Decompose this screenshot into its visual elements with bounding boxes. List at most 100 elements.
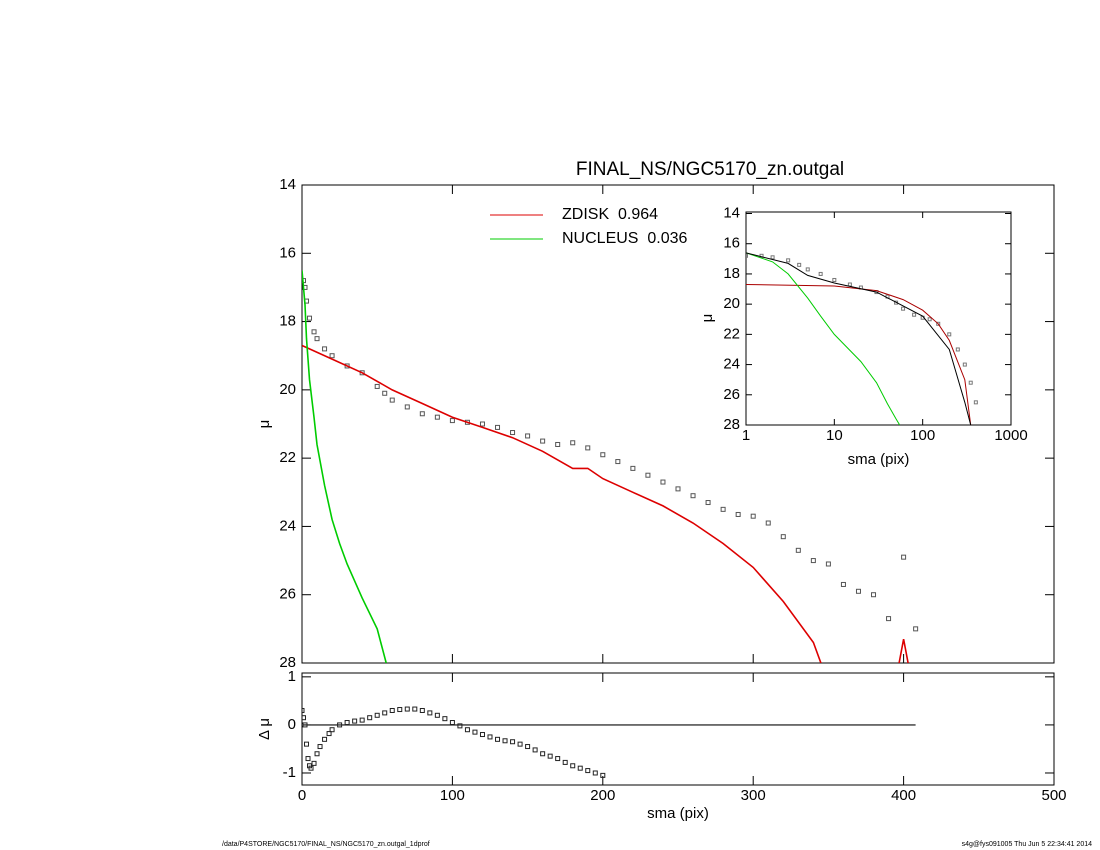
data-point [592,770,598,776]
data-point [765,520,771,526]
data-point [322,736,328,742]
data-point [479,732,485,738]
series-line [746,252,901,425]
data-point [525,433,531,439]
x-tick-label: 300 [741,787,766,804]
y-tick-label: 28 [723,416,740,433]
y-tick-label: -1 [283,764,296,781]
data-point [705,500,711,506]
data-point [389,707,395,713]
data-point [786,258,791,263]
data-point [540,751,546,757]
data-point [495,736,501,742]
data-point [912,312,917,317]
data-point [302,707,305,713]
plot-frame [301,184,1055,664]
data-point [936,321,941,326]
data-point [690,493,696,499]
data-point [311,329,317,335]
data-point [314,336,320,342]
x-tick-label: 10 [826,427,843,444]
data-point [585,445,591,451]
data-point [326,731,332,737]
data-point [759,253,764,258]
data-point [840,581,846,587]
data-point [434,712,440,718]
plot-area [302,706,916,778]
y-tick-label: 18 [723,265,740,282]
data-point [344,363,350,369]
data-point [352,718,358,724]
inset-background [746,212,1011,425]
data-point [825,561,831,567]
y-tick-label: 26 [279,586,296,603]
data-point [525,744,531,750]
data-point [871,592,877,598]
data-point [329,353,335,359]
data-point [487,734,493,740]
data-point [577,765,583,771]
data-point [359,370,365,376]
plot-frame [745,211,1012,426]
data-point [735,511,741,517]
data-point [457,723,463,729]
series-line [302,344,909,663]
data-point [479,421,485,427]
data-point [555,441,561,447]
data-point [615,459,621,465]
x-tick-label: 400 [891,787,916,804]
data-point [832,277,837,282]
plot-area [746,252,978,425]
x-tick-label: 1 [742,427,750,444]
data-point [570,763,576,769]
y-axis-label: Δ μ [256,718,273,740]
data-point [434,414,440,420]
data-point [962,362,967,367]
data-point [397,707,403,713]
data-point [304,741,310,747]
data-point [570,440,576,446]
data-point [855,588,861,594]
data-point [675,486,681,492]
data-point [630,465,636,471]
data-point [314,751,320,757]
x-axis-label: sma (pix) [848,451,910,468]
series-line [302,270,387,663]
data-point [540,438,546,444]
y-tick-label: 16 [723,235,740,252]
data-point [317,744,323,750]
footer-stamp: s4g@fys091005 Thu Jun 5 22:34:41 2014 [962,841,1092,848]
data-point [382,390,388,396]
data-point [797,262,802,267]
plot-area [302,270,919,663]
x-tick-label: 100 [440,787,465,804]
data-point [344,720,350,726]
data-point [382,710,388,716]
series-line [746,252,972,425]
data-point [427,710,433,716]
x-axis-label: sma (pix) [647,805,709,822]
y-tick-label: 18 [279,313,296,330]
y-tick-label: 22 [723,325,740,342]
data-point [359,717,365,723]
x-tick-label: 0 [298,787,306,804]
data-point [720,506,726,512]
data-point [307,315,313,321]
data-point [805,267,810,272]
data-point [305,756,311,762]
y-tick-label: 28 [279,654,296,671]
data-point [955,347,960,352]
data-point [947,332,952,337]
y-tick-label: 14 [723,204,740,221]
data-point [901,306,906,311]
y-tick-label: 26 [723,386,740,403]
data-point [770,255,775,260]
y-tick-label: 0 [288,716,296,733]
data-point [442,716,448,722]
data-point [374,712,380,718]
data-point [389,397,395,403]
data-point [302,722,308,728]
legend-label: ZDISK 0.964 [562,206,658,223]
data-point [645,472,651,478]
